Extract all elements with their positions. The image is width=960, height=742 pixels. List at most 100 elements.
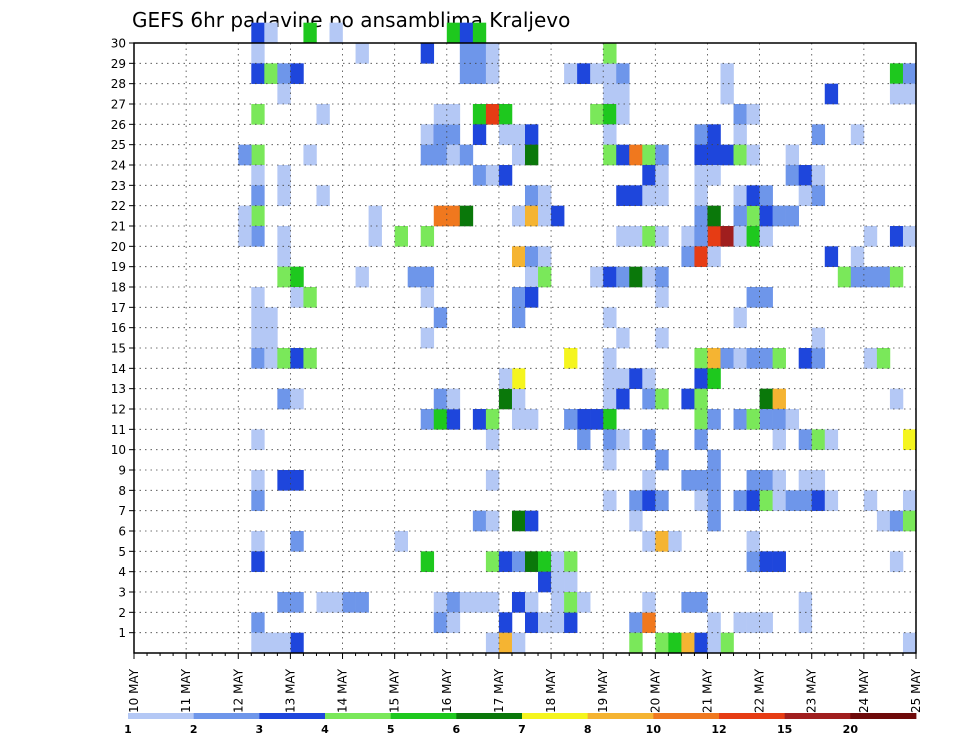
heatmap-cell (694, 409, 708, 430)
grid-lines (134, 43, 916, 653)
heatmap-cell (629, 612, 643, 633)
heatmap-cell (590, 409, 604, 430)
x-tick-label: 15 MAY (388, 668, 402, 713)
heatmap-cell (238, 144, 252, 166)
heatmap-cell (355, 592, 369, 613)
heatmap-cell (694, 632, 708, 654)
x-tick-label: 10 MAY (127, 668, 141, 713)
heatmap-cell (876, 510, 891, 532)
heatmap-cell (433, 388, 448, 410)
x-tick-label: 12 MAY (231, 668, 245, 713)
heatmap-cell (290, 632, 304, 654)
y-tick-label: 30 (111, 37, 126, 51)
heatmap-cell (433, 409, 448, 430)
heatmap-cell (446, 124, 461, 145)
colorbar-swatch (850, 713, 917, 719)
heatmap-cell (707, 490, 721, 511)
heatmap-cell (863, 226, 878, 247)
heatmap-cell (485, 470, 500, 491)
colorbar-swatch (325, 713, 392, 719)
heatmap-cell (511, 368, 526, 389)
heatmap-cell (303, 348, 317, 369)
heatmap-cell (681, 592, 695, 613)
y-tick-label: 13 (111, 382, 126, 396)
heatmap-cell (772, 205, 786, 227)
heatmap-cell (251, 429, 265, 450)
heatmap-cell (485, 165, 500, 186)
heatmap-cell (564, 348, 578, 369)
y-tick-label: 17 (111, 301, 126, 315)
heatmap-cell (642, 470, 656, 491)
heatmap-cell (603, 124, 617, 145)
heatmap-cell (694, 490, 708, 511)
heatmap-cell (498, 612, 513, 633)
heatmap-cell (420, 327, 435, 349)
heatmap-cell (655, 388, 669, 410)
heatmap-cell (889, 551, 904, 572)
heatmap-cell (564, 592, 578, 613)
colorbar-swatch (259, 713, 326, 719)
heatmap-cell (772, 409, 786, 430)
colorbar-label: 2 (190, 723, 198, 736)
heatmap-cell (603, 368, 617, 389)
x-tick-label: 14 MAY (336, 668, 350, 713)
y-tick-label: 26 (111, 118, 126, 132)
heatmap-cell (277, 388, 291, 410)
heatmap-cell (485, 43, 500, 64)
heatmap-cell (603, 307, 617, 328)
heatmap-cell (876, 348, 891, 369)
heatmap-cell (798, 429, 813, 450)
heatmap-cell (277, 165, 291, 186)
heatmap-cell (759, 185, 773, 206)
y-tick-label: 2 (118, 606, 126, 620)
heatmap-cell (902, 632, 917, 654)
y-tick-label: 14 (111, 362, 126, 376)
y-tick-label: 20 (111, 240, 126, 254)
y-tick-label: 5 (118, 545, 126, 559)
heatmap-cell (446, 22, 461, 44)
heatmap-cell (733, 124, 747, 145)
heatmap-cell (629, 226, 643, 247)
heatmap-cell (720, 63, 734, 84)
heatmap-cell (603, 63, 617, 84)
heatmap-cell (850, 246, 865, 267)
heatmap-cell (446, 592, 461, 613)
heatmap-cell (251, 205, 265, 227)
heatmap-cell (472, 124, 487, 145)
heatmap-cell (485, 104, 500, 125)
heatmap-cell (681, 226, 695, 247)
heatmap-cell (251, 470, 265, 491)
heatmap-cell (564, 63, 578, 84)
heatmap-cell (720, 348, 734, 369)
heatmap-cell (446, 409, 461, 430)
heatmap-cell (264, 63, 278, 84)
heatmap-cell (277, 185, 291, 206)
y-tick-label: 11 (111, 423, 126, 437)
heatmap-cell (290, 592, 304, 613)
heatmap-cell (616, 429, 630, 450)
y-tick-label: 10 (111, 443, 126, 457)
x-tick-label: 21 MAY (700, 668, 714, 713)
heatmap-cell (446, 205, 461, 227)
x-tick-label: 20 MAY (648, 668, 662, 713)
heatmap-cell (511, 510, 526, 532)
heatmap-cell (459, 592, 474, 613)
heatmap-cell (642, 490, 656, 511)
heatmap-cell (720, 632, 734, 654)
y-tick-label: 25 (111, 138, 126, 152)
heatmap-cell (355, 43, 369, 64)
heatmap-cell (277, 632, 291, 654)
heatmap-cell (303, 144, 317, 166)
heatmap-cell (694, 368, 708, 389)
heatmap-cell (433, 592, 448, 613)
y-axis-ticks: 1234567891011121314151617181920212223242… (111, 37, 134, 640)
heatmap-cell (889, 226, 904, 247)
heatmap-cell (564, 571, 578, 593)
heatmap-cell (707, 165, 721, 186)
heatmap-cell (759, 388, 773, 410)
colorbar-swatch (784, 713, 851, 719)
heatmap-cell (251, 226, 265, 247)
heatmap-cell (616, 185, 630, 206)
heatmap-cell (616, 63, 630, 84)
